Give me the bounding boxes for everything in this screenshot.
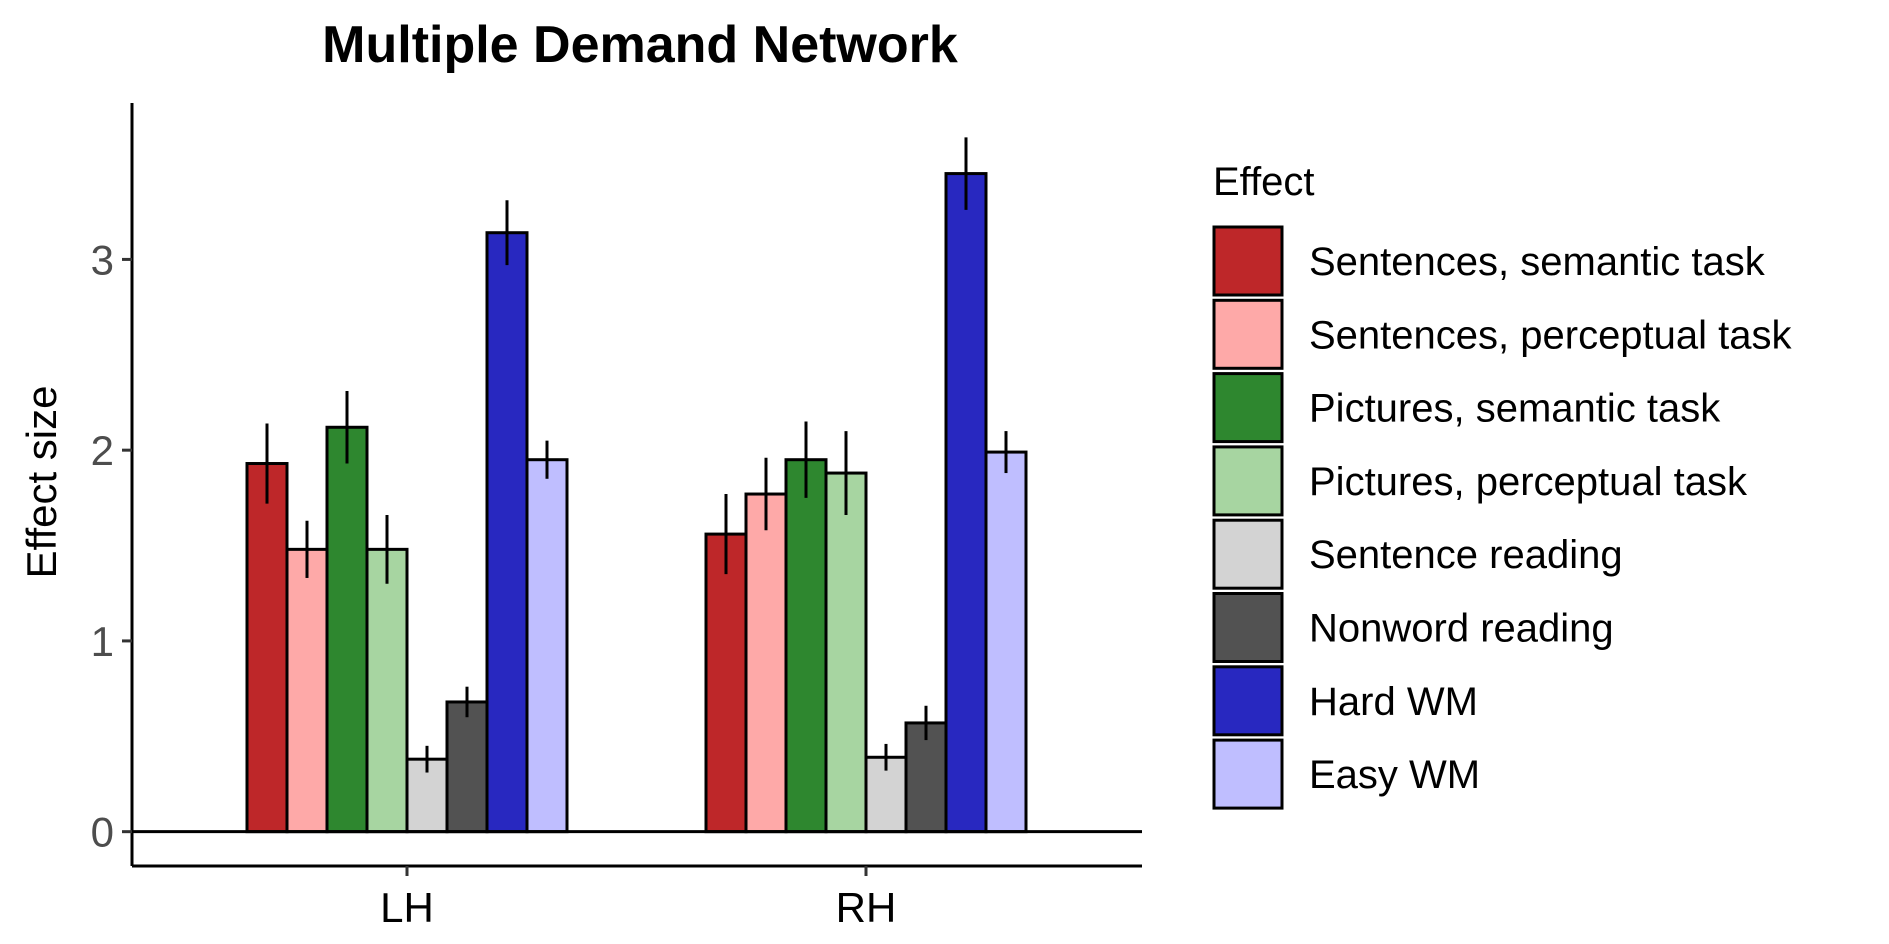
legend-key: [1212, 665, 1284, 737]
bar: [525, 458, 569, 834]
legend-label: Pictures, semantic task: [1309, 387, 1721, 431]
legend-label: Pictures, perceptual task: [1309, 460, 1748, 504]
bar: [784, 458, 828, 834]
legend-key: [1212, 445, 1284, 517]
legend: Effect Sentences, semantic task Sentences…: [1212, 160, 1793, 810]
bar: [245, 462, 289, 834]
legend-key: [1212, 225, 1284, 297]
x-tick-label: LH: [380, 884, 434, 931]
axes: 0 1 2 3 LH RH: [91, 103, 1142, 931]
bar: [445, 700, 489, 834]
y-tick-label: 0: [91, 809, 114, 856]
y-tick-label: 1: [91, 618, 114, 665]
y-tick-label: 3: [91, 236, 114, 283]
bar: [744, 492, 788, 834]
legend-key: [1212, 372, 1284, 444]
y-tick-label: 2: [91, 427, 114, 474]
legend-label: Sentences, perceptual task: [1309, 313, 1793, 357]
bar: [944, 172, 988, 834]
bar: [485, 231, 529, 834]
legend-key: [1212, 298, 1284, 370]
y-axis-title: Effect size: [18, 386, 65, 579]
legend-key: [1212, 738, 1284, 810]
legend-label: Sentences, semantic task: [1309, 240, 1766, 284]
legend-title: Effect: [1213, 160, 1315, 204]
legend-label: Hard WM: [1309, 680, 1478, 724]
bar: [285, 547, 329, 834]
bar: [704, 532, 748, 834]
legend-key: [1212, 518, 1284, 590]
legend-label: Easy WM: [1309, 753, 1480, 797]
legend-key: [1212, 592, 1284, 663]
chart-title: Multiple Demand Network: [322, 16, 958, 74]
x-tick-label: RH: [836, 884, 897, 931]
bar: [824, 471, 868, 834]
legend-label: Sentence reading: [1309, 533, 1623, 577]
bar: [984, 450, 1028, 834]
bar: [365, 547, 409, 834]
legend-label: Nonword reading: [1309, 607, 1614, 651]
plot-area: [245, 137, 1028, 834]
bar: [325, 425, 369, 834]
